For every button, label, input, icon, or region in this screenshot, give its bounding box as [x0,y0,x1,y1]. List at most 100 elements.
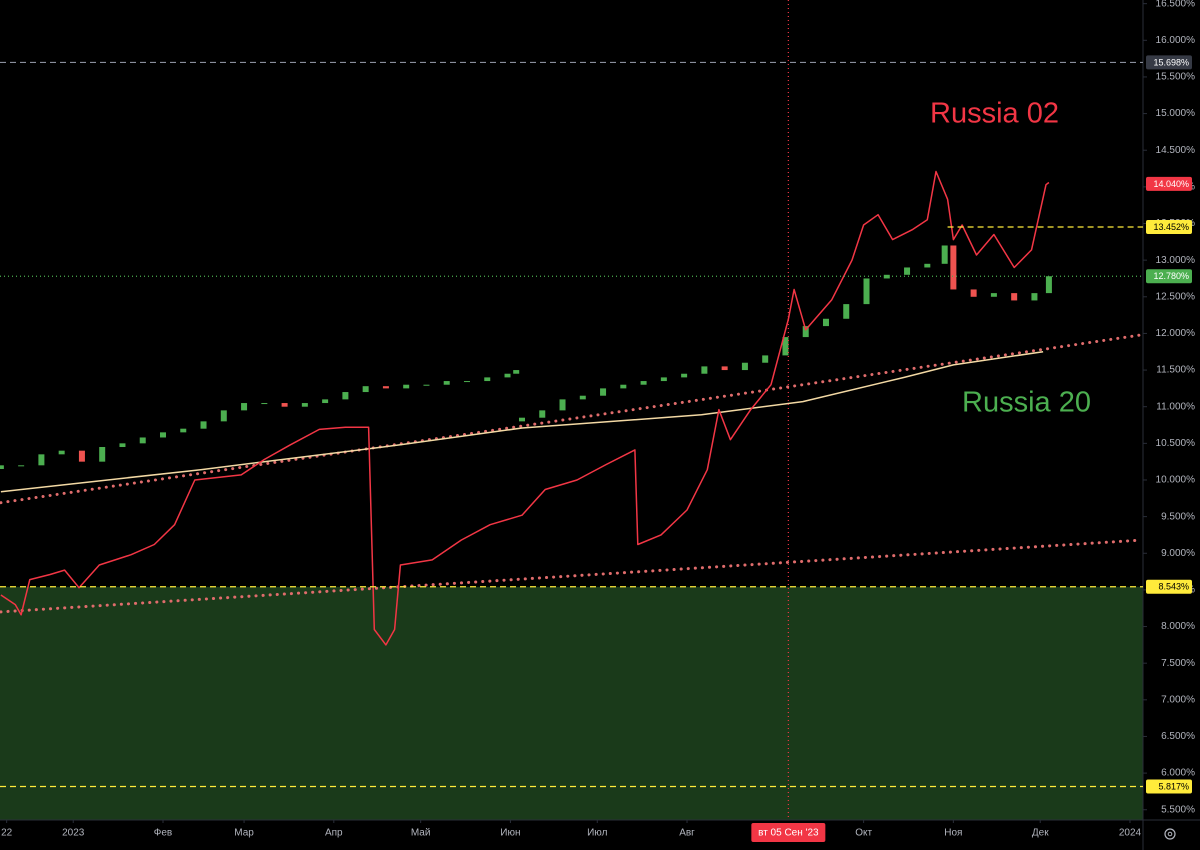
level-label: 15.698% [1153,57,1189,67]
y-tick-label: 16.500% [1156,0,1196,9]
series-name-label: Russia 02 [930,98,1059,130]
candle [518,417,525,422]
candle [220,410,227,422]
candle [423,384,430,386]
trend-line [0,538,1144,614]
candle [78,450,85,462]
candle [843,304,850,319]
candle [721,366,728,371]
y-tick-label: 11.500% [1156,365,1195,376]
y-tick-label: 12.500% [1156,291,1196,302]
x-tick-label: Фев [154,828,172,839]
level-label: 5.817% [1158,781,1189,791]
candle [99,447,106,462]
x-tick-label: Ноя [944,828,962,839]
x-tick-label: Авг [679,828,695,839]
y-tick-label: 13.000% [1156,255,1196,266]
candle [559,399,566,411]
candle [600,388,607,396]
candle [38,454,45,466]
series-line [0,170,1050,646]
y-tick-label: 15.500% [1156,72,1196,83]
candle [1011,293,1018,301]
y-tick-label: 7.500% [1161,658,1195,669]
y-tick-label: 6.500% [1161,731,1195,742]
candle [342,392,349,400]
y-tick-label: 5.500% [1161,804,1195,815]
x-tick-label: Апр [325,828,343,839]
candle [403,384,410,389]
crosshair-label: вт 05 Сен '23 [758,828,819,839]
level-badge [1146,55,1192,70]
candle [159,432,166,438]
candle [660,377,667,382]
candle [620,384,627,389]
level-label: 13.452% [1153,222,1189,232]
candle [701,366,708,374]
candle [924,263,931,268]
y-tick-label: 9.500% [1161,511,1195,522]
x-tick-label: Июн [500,828,520,839]
candle [822,318,829,327]
candle [281,403,288,407]
candle [741,362,748,371]
candle [762,355,769,363]
candle [484,377,491,382]
candle [443,381,450,385]
level-badge [1146,579,1192,594]
candle [18,465,25,467]
candle [119,443,126,448]
layers [0,170,1144,820]
candle [863,278,870,305]
candle [382,386,389,389]
candle [362,386,369,393]
candle [941,245,948,264]
y-tick-label: 15.000% [1156,108,1196,119]
level-label: 12.780% [1153,271,1189,281]
trend-line [0,333,1144,505]
y-tick-label: 11.000% [1156,401,1195,412]
candle [322,399,329,404]
level-badge [1146,176,1192,191]
candle [904,267,911,275]
x-tick-label: Май [411,828,431,839]
y-tick-label: 8.000% [1161,621,1195,632]
candle [990,293,997,297]
candle [640,381,647,385]
candle [58,450,65,455]
candle [970,289,977,297]
candle [782,337,789,356]
level-label: 14.040% [1153,179,1189,189]
candle [504,373,511,378]
candle [0,465,4,469]
candle [301,403,308,407]
y-tick-label: 6.000% [1161,768,1195,779]
candle [139,437,146,444]
x-tick-label: Мар [234,828,254,839]
candle [200,421,207,429]
level-badge [1146,779,1192,794]
candle [463,381,470,383]
x-tick-label: 22 [1,828,13,839]
candle [513,370,520,374]
candle [241,403,248,411]
candle [579,395,586,400]
settings-icon[interactable] [1164,828,1176,840]
candle [261,403,268,405]
candle [539,410,546,418]
level-badge [1146,269,1192,284]
crosshair-badge [751,823,826,842]
level-label: 8.543% [1158,582,1189,592]
x-tick-label: Июл [587,828,607,839]
y-tick-label: 9.000% [1161,548,1195,559]
candle [180,428,187,433]
candle [681,373,688,378]
candle [1031,293,1038,301]
x-tick-label: Окт [855,828,872,839]
y-tick-label: 16.000% [1156,35,1196,46]
y-tick-label: 12.000% [1156,328,1196,339]
x-tick-label: 2024 [1119,828,1142,839]
y-tick-label: 10.500% [1156,438,1196,449]
